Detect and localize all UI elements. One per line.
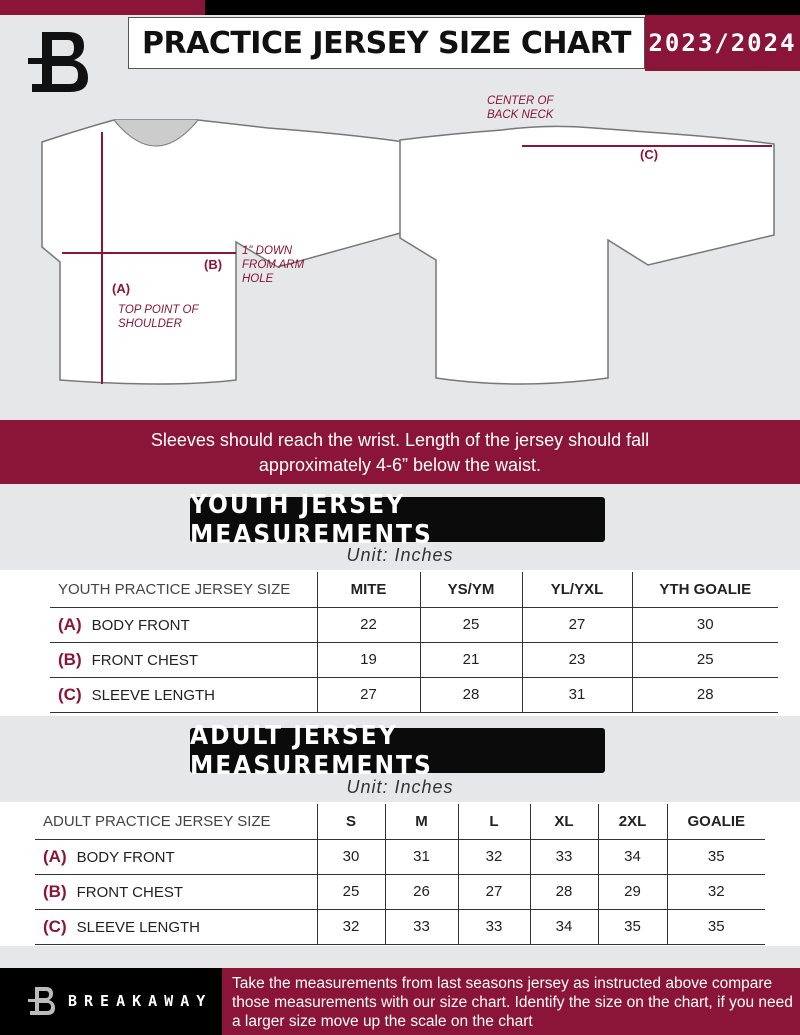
cell: 33 — [384, 909, 458, 945]
cell: 32 — [316, 909, 385, 945]
header-cell: ADULT PRACTICE JERSEY SIZE — [35, 804, 317, 840]
row-label-text: BODY FRONT — [76, 848, 175, 866]
row-label: (C) SLEEVE LENGTH — [50, 677, 317, 713]
header-cell: YOUTH PRACTICE JERSEY SIZE — [50, 572, 317, 608]
banner-line-2: approximately 4-6” below the waist. — [258, 455, 542, 475]
row-label: (C) SLEEVE LENGTH — [35, 909, 317, 945]
cell: 30 — [316, 839, 385, 875]
header-cell: S — [316, 804, 385, 840]
table-row: (B) FRONT CHEST 19 21 23 25 — [50, 642, 778, 678]
row-label-text: SLEEVE LENGTH — [91, 686, 215, 704]
cell: 25 — [419, 607, 522, 643]
row-key: (A) — [58, 614, 82, 634]
row-label-text: SLEEVE LENGTH — [76, 918, 200, 936]
footer-instructions: Take the measurements from last seasons … — [222, 968, 800, 1035]
table-row: (B) FRONT CHEST 25 26 27 28 29 32 — [35, 874, 765, 910]
row-key: (C) — [58, 684, 82, 704]
header-cell: YL/YXL — [521, 572, 632, 608]
table-row: (C) SLEEVE LENGTH 27 28 31 28 — [50, 677, 778, 713]
header-cell: M — [384, 804, 458, 840]
banner-line-1: Sleeves should reach the wrist. Length o… — [150, 430, 650, 450]
fit-guidance-banner: Sleeves should reach the wrist. Length o… — [0, 420, 800, 484]
cell: 28 — [631, 677, 778, 713]
label-c: (C) — [640, 147, 659, 162]
header-cell: MITE — [316, 572, 420, 608]
page-title: PRACTICE JERSEY SIZE CHART — [128, 17, 645, 69]
cell: 25 — [316, 874, 385, 910]
jersey-back-diagram — [399, 125, 775, 385]
row-label: (A) BODY FRONT — [50, 607, 317, 643]
cell: 35 — [666, 909, 765, 945]
top-accent-red — [0, 0, 205, 15]
cell: 33 — [457, 909, 530, 945]
cell: 35 — [666, 839, 765, 875]
youth-section-title: YOUTH JERSEY MEASUREMENTS — [190, 490, 605, 550]
label-a: (A) — [112, 281, 131, 296]
cell: 27 — [521, 607, 632, 643]
cell: 27 — [457, 874, 530, 910]
note-center-back-neck: CENTER OF BACK NECK — [487, 95, 554, 121]
cell: 25 — [631, 642, 778, 678]
breakaway-logo — [28, 32, 88, 92]
cell: 33 — [529, 839, 598, 875]
table-row: (A) BODY FRONT 22 25 27 30 — [50, 607, 778, 643]
cell: 23 — [521, 642, 632, 678]
row-label: (A) BODY FRONT — [35, 839, 317, 875]
season-label: 2023/2024 — [645, 15, 800, 71]
cell: 28 — [529, 874, 598, 910]
header-cell: L — [457, 804, 530, 840]
cell: 22 — [316, 607, 420, 643]
row-label-text: FRONT CHEST — [91, 651, 199, 669]
cell: 21 — [419, 642, 522, 678]
cell: 31 — [384, 839, 458, 875]
header-cell: YS/YM — [419, 572, 522, 608]
header-cell: 2XL — [597, 804, 667, 840]
note-top-point: TOP POINT OF SHOULDER — [118, 304, 199, 330]
youth-unit: Unit: Inches — [346, 545, 454, 565]
youth-size-table: YOUTH PRACTICE JERSEY SIZE MITE YS/YM YL… — [50, 572, 778, 713]
header-cell: YTH GOALIE — [631, 572, 778, 608]
row-label: (B) FRONT CHEST — [35, 874, 317, 910]
label-b: (B) — [204, 257, 223, 272]
table-row: (C) SLEEVE LENGTH 32 33 33 34 35 35 — [35, 909, 765, 945]
row-key: (B) — [43, 881, 67, 901]
footer-brand: BREAKAWAY — [68, 992, 213, 1010]
footer-logo-icon — [28, 987, 55, 1015]
cell: 35 — [597, 909, 667, 945]
top-accent-black — [205, 0, 800, 15]
row-label: (B) FRONT CHEST — [50, 642, 317, 678]
adult-unit: Unit: Inches — [346, 777, 454, 797]
row-key: (B) — [58, 649, 82, 669]
cell: 19 — [316, 642, 420, 678]
cell: 31 — [521, 677, 632, 713]
table-header-row: YOUTH PRACTICE JERSEY SIZE MITE YS/YM YL… — [50, 572, 778, 608]
cell: 28 — [419, 677, 522, 713]
cell: 29 — [597, 874, 667, 910]
cell: 30 — [631, 607, 778, 643]
table-header-row: ADULT PRACTICE JERSEY SIZE S M L XL 2XL … — [35, 804, 765, 840]
jersey-front-diagram — [41, 119, 405, 385]
table-row: (A) BODY FRONT 30 31 32 33 34 35 — [35, 839, 765, 875]
note-arm-hole: 1" DOWN FROM ARM HOLE — [242, 245, 305, 285]
cell: 27 — [316, 677, 420, 713]
cell: 26 — [384, 874, 458, 910]
adult-section-title: ADULT JERSEY MEASUREMENTS — [190, 721, 605, 781]
cell: 32 — [666, 874, 765, 910]
header-cell: XL — [529, 804, 598, 840]
cell: 32 — [457, 839, 530, 875]
cell: 34 — [529, 909, 598, 945]
row-label-text: BODY FRONT — [91, 616, 190, 634]
row-label-text: FRONT CHEST — [76, 883, 184, 901]
cell: 34 — [597, 839, 667, 875]
row-key: (C) — [43, 916, 67, 936]
header-cell: GOALIE — [666, 804, 765, 840]
adult-size-table: ADULT PRACTICE JERSEY SIZE S M L XL 2XL … — [35, 804, 765, 945]
row-key: (A) — [43, 846, 67, 866]
